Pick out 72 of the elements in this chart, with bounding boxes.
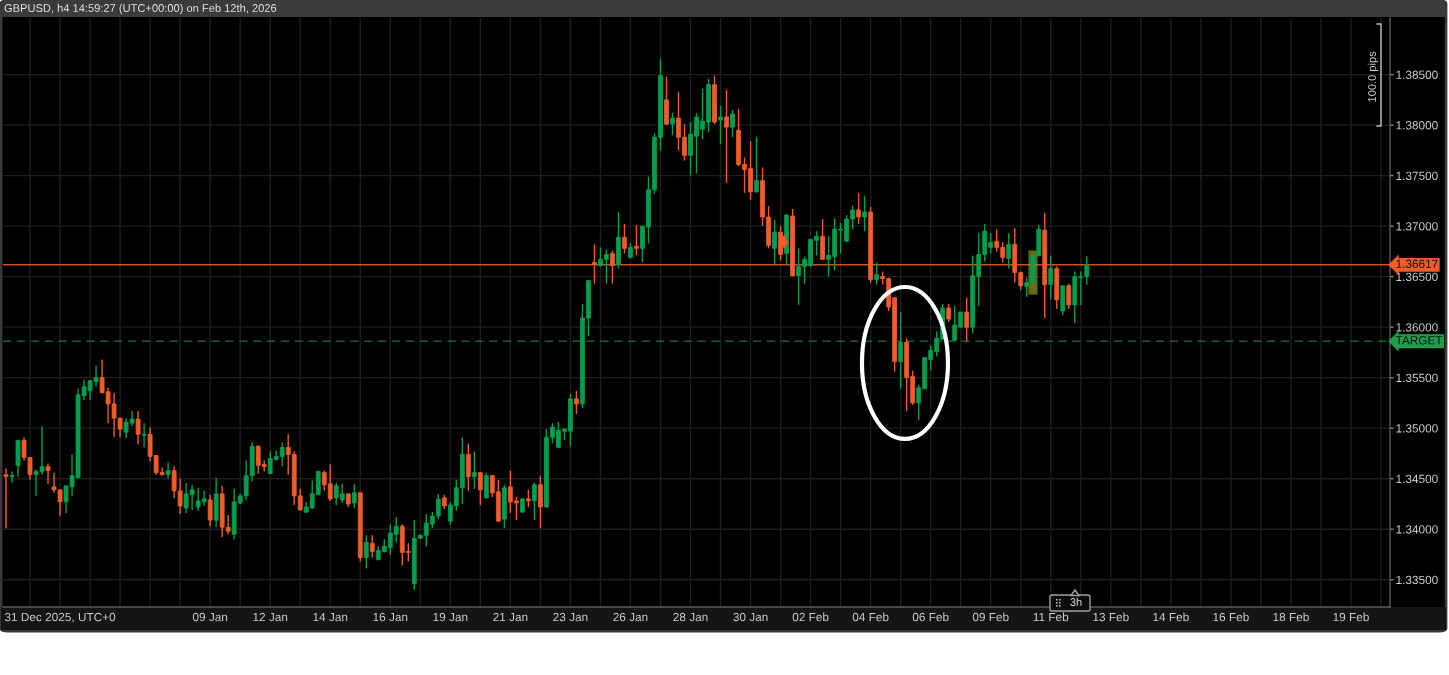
x-tick-label: 31 Dec 2025, UTC+0	[4, 612, 116, 623]
x-tick-label: 16 Jan	[373, 612, 408, 622]
y-tick-label: 1.34500	[1396, 474, 1438, 484]
candlestick	[574, 390, 579, 415]
annotation: 3h	[1070, 597, 1082, 606]
x-tick-label: 21 Jan	[493, 612, 528, 622]
ref-line-label: TARGET	[1395, 336, 1443, 345]
x-tick-label: 12 Jan	[253, 612, 288, 622]
y-tick-label: 1.35000	[1396, 424, 1438, 433]
y-tick-label: 1.33500	[1396, 575, 1438, 585]
candlestick	[718, 105, 723, 145]
x-tick-label: 18 Feb	[1273, 612, 1309, 622]
x-tick-label: 23 Jan	[553, 612, 588, 622]
candlestick	[45, 462, 51, 485]
y-tick-label: 1.34000	[1396, 525, 1438, 534]
candlestick	[670, 112, 675, 136]
candlestick	[9, 470, 15, 484]
x-tick-label: 04 Feb	[852, 612, 889, 622]
candlestick	[754, 136, 759, 194]
candlestick	[465, 442, 471, 492]
y-tick-label: 1.38000	[1396, 121, 1438, 130]
chart-title: GBPUSD, h4 14:59:27 (UTC+00:00) on Feb 12th, 2026	[4, 3, 277, 15]
y-tick-label: 1.35500	[1396, 373, 1438, 383]
candlestick	[772, 219, 777, 265]
candlestick	[964, 297, 970, 342]
x-tick-label: 02 Feb	[792, 612, 829, 622]
x-tick-label: 13 Feb	[1093, 612, 1129, 622]
candlestick	[1048, 254, 1054, 301]
candlestick	[165, 461, 171, 480]
x-tick-label: 14 Feb	[1153, 612, 1189, 622]
candlestick	[3, 467, 9, 529]
candlestick	[471, 450, 477, 490]
y-tick-label: 1.37000	[1396, 222, 1438, 231]
y-tick-label: 1.36500	[1396, 272, 1438, 282]
candlestick	[898, 311, 904, 390]
candlestick	[363, 534, 369, 570]
candlestick	[351, 483, 357, 509]
x-tick-label: 19 Jan	[433, 612, 468, 622]
candlestick	[483, 471, 489, 499]
y-tick-label: 1.36000	[1396, 323, 1438, 332]
candlestick	[135, 410, 141, 446]
x-tick-label: 09 Jan	[192, 612, 228, 622]
candlestick	[724, 89, 729, 184]
candlestick	[1006, 232, 1012, 270]
candlestick	[820, 218, 825, 261]
candlestick	[141, 422, 147, 449]
candlestick	[856, 192, 862, 225]
candlestick	[369, 534, 375, 559]
candlestick	[537, 474, 543, 529]
candlestick	[207, 494, 213, 527]
ref-line-label: 1.36617	[1396, 259, 1438, 268]
x-tick-label: 06 Feb	[912, 612, 949, 622]
candlestick	[874, 261, 880, 286]
candlestick	[862, 195, 868, 232]
x-tick-label: 11 Feb	[1033, 612, 1069, 622]
candlestick	[634, 224, 639, 257]
x-tick-label: 26 Jan	[613, 612, 648, 622]
candlestick	[1066, 283, 1072, 310]
y-tick-label: 1.38500	[1396, 70, 1438, 79]
x-tick-label: 16 Feb	[1213, 612, 1249, 622]
candlestick	[946, 303, 952, 323]
candlestick	[477, 471, 483, 506]
candlestick	[531, 482, 537, 521]
x-tick-label: 30 Jan	[733, 612, 768, 622]
candlestick	[622, 223, 627, 255]
x-tick-label: 19 Feb	[1333, 612, 1369, 622]
x-tick-label: 14 Jan	[313, 612, 348, 622]
candlestick	[730, 109, 735, 138]
y-tick-label: 1.37500	[1396, 171, 1438, 180]
annotation: 100.0 pips	[1367, 51, 1379, 102]
x-tick-label: 28 Jan	[673, 612, 708, 622]
x-tick-label: 09 Feb	[972, 612, 1009, 622]
